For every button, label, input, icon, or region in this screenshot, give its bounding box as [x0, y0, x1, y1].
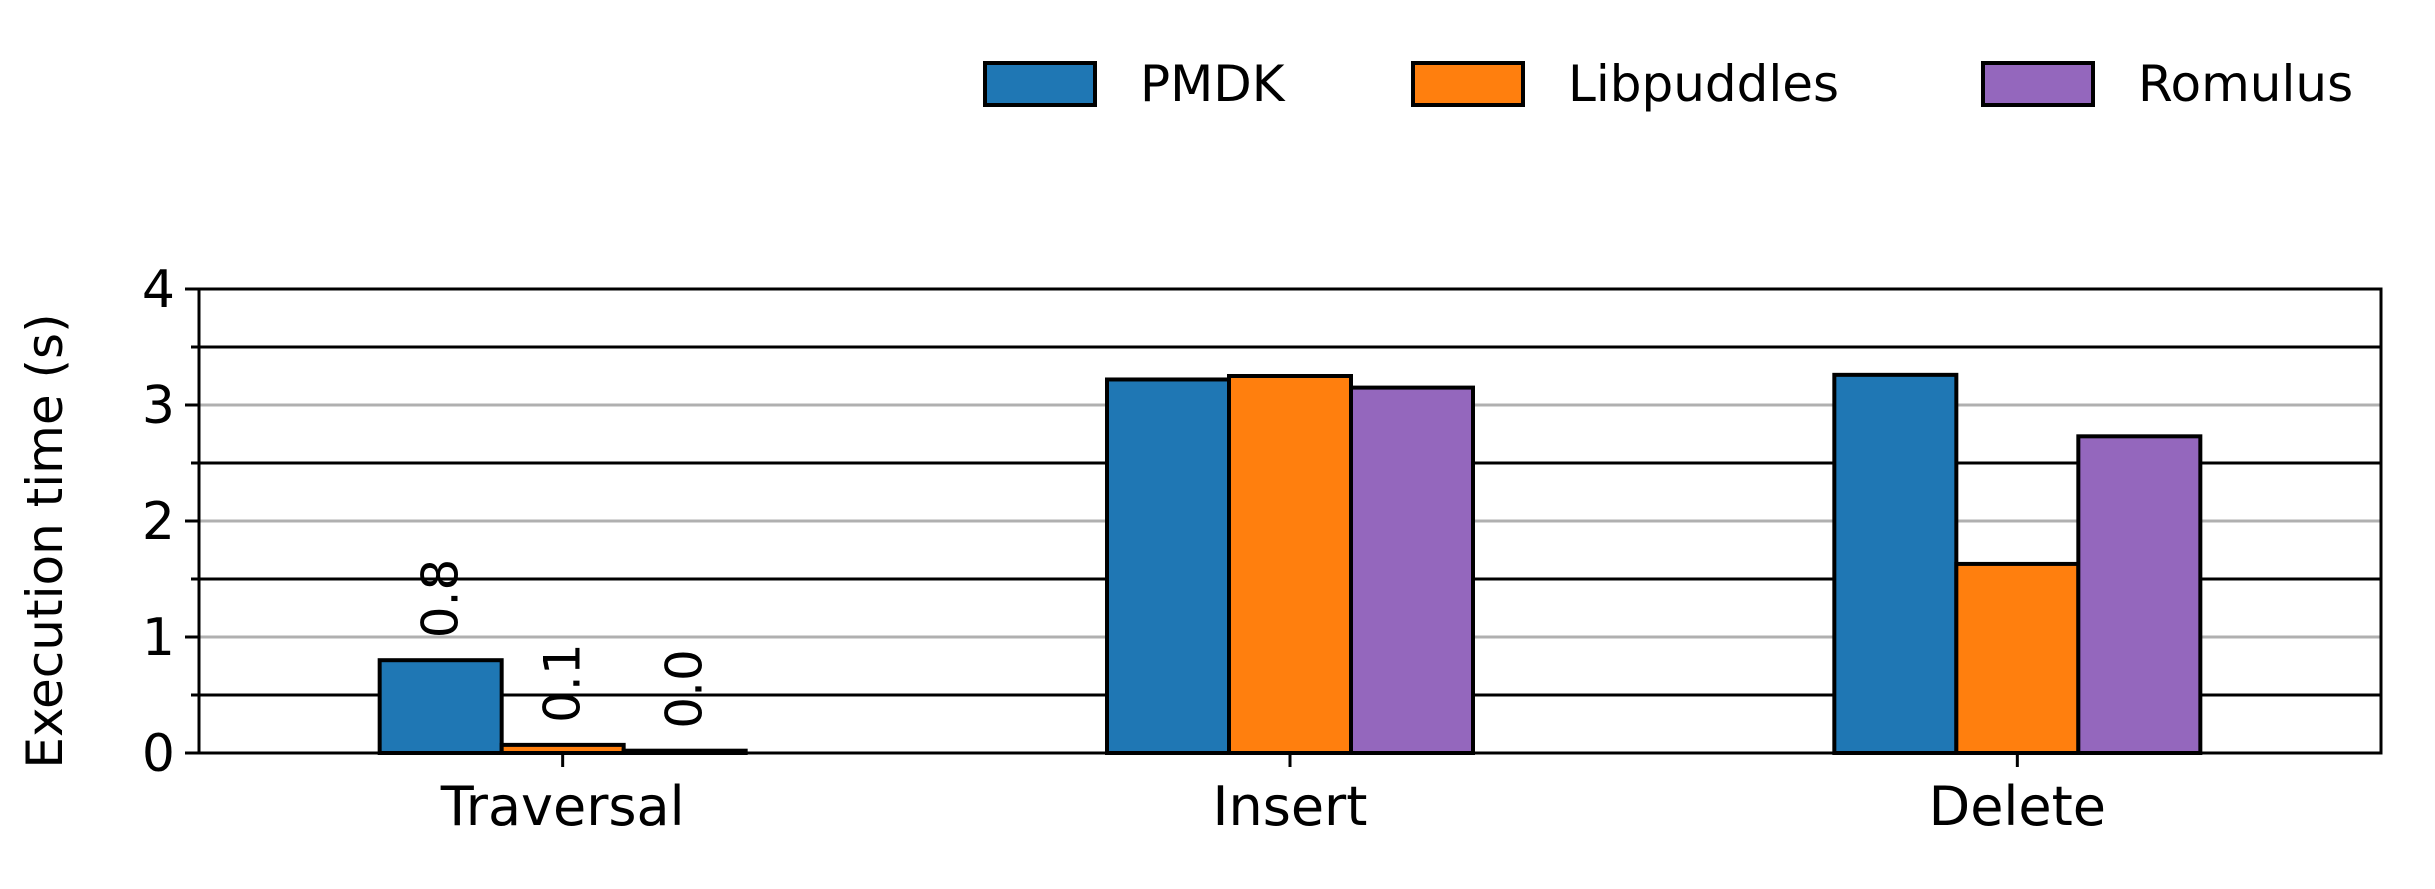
y-tick-label: 1 [142, 608, 175, 668]
bar-value-labels: 0.8 0.1 0.0 [412, 559, 714, 729]
legend-label-romulus: Romulus [2138, 55, 2353, 113]
legend-swatch-romulus [1981, 61, 2095, 107]
bar-romulus-insert [1349, 385, 1475, 755]
x-tick-label: Traversal [440, 775, 685, 838]
x-tick-label: Insert [1213, 775, 1368, 838]
bar-romulus-delete [2076, 434, 2203, 755]
y-tick-label: 2 [142, 492, 175, 552]
bar-pmdk-delete [1832, 372, 1959, 755]
y-tick-label: 4 [142, 260, 175, 320]
y-tick-label: 0 [142, 724, 175, 784]
bar-pmdk-insert [1105, 377, 1231, 755]
y-axis-label: Execution time (s) [16, 313, 74, 768]
bar-value-label: 0.1 [534, 643, 592, 723]
bar-libpuddles-insert [1227, 374, 1353, 755]
bar-libpuddles-delete [1954, 561, 2081, 755]
legend-swatch-pmdk [983, 61, 1097, 107]
legend: PMDK Libpuddles Romulus [983, 55, 2353, 113]
legend-label-libpuddles: Libpuddles [1568, 55, 1839, 113]
legend-swatch-libpuddles [1411, 61, 1525, 107]
bar-value-label: 0.0 [656, 649, 714, 729]
bar-pmdk-traversal [377, 658, 504, 756]
bars [377, 372, 2203, 756]
y-axis: 0 1 2 3 4 [142, 260, 199, 784]
bar-value-label: 0.8 [412, 559, 470, 639]
y-tick-label: 3 [142, 376, 175, 436]
legend-label-pmdk: PMDK [1140, 55, 1286, 113]
x-axis: Traversal Insert Delete [440, 753, 2106, 838]
x-tick-label: Delete [1929, 775, 2106, 838]
